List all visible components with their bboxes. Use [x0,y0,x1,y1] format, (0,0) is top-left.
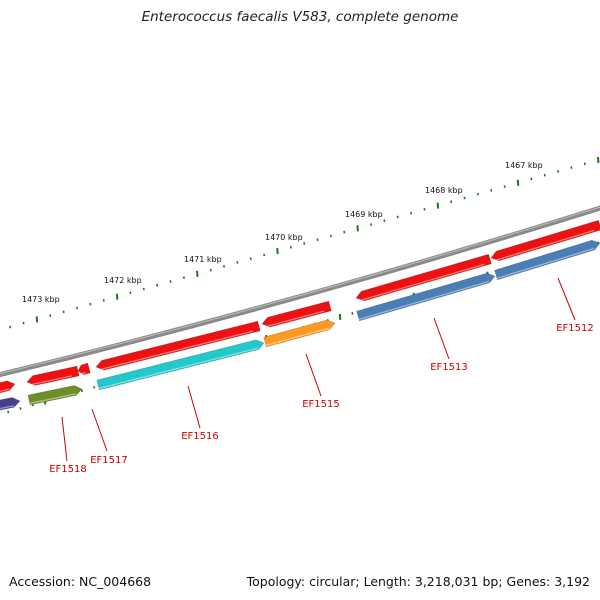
genome-title: Enterococcus faecalis V583, complete gen… [141,9,459,25]
genome-backbone-highlight [0,206,600,375]
gene-label-ef1516[interactable]: EF1516 [181,431,219,442]
gene-arrow-body [494,239,600,281]
ruler-label: 1469 kbp [345,210,383,219]
ruler-label: 1473 kbp [22,295,60,304]
gene-label-ef1513[interactable]: EF1513 [430,362,468,373]
gene-leader-line [187,385,201,429]
gene-arrow-highlight [491,229,595,262]
ruler-label: 1470 kbp [265,233,303,242]
gene-arrow-highlight [78,371,86,376]
gene-arrow-body [77,362,91,375]
cds-arrow-1[interactable] [0,380,16,394]
gene-arrow-ef1516[interactable] [96,339,265,391]
gene-label-ef1512[interactable]: EF1512 [556,323,594,334]
gene-arrow-highlight [356,263,485,302]
ruler-label: 1468 kbp [425,186,463,195]
gene-arrow-highlight [0,388,10,393]
gene-label-ef1517[interactable]: EF1517 [90,455,128,466]
gene-arrow-body [96,339,265,391]
gene-arrow-highlight [29,393,76,405]
gene-arrow-highlight [265,327,330,347]
accession-text: Accession: NC_004668 [9,574,152,589]
gene-arrow-ef1518-neighbor[interactable] [0,397,21,411]
gene-arrow-highlight [0,405,14,410]
cds-arrow-2[interactable] [26,365,80,387]
gene-arrow-body [356,272,496,322]
gene-arrow-body [27,385,83,406]
ruler-label: 1467 kbp [505,161,543,170]
backbone-layer [0,205,600,378]
gene-arrow-body [355,253,492,302]
cds-arrow-5[interactable] [261,300,332,329]
gene-arrow-highlight [262,310,325,329]
gene-arrow-ef1515[interactable] [263,319,336,348]
topology-text: Topology: circular; Length: 3,218,031 bp… [246,574,590,589]
gene-label-ef1518[interactable]: EF1518 [49,464,87,475]
gene-arrow-ef1513[interactable] [356,272,496,322]
cds-arrow-4[interactable] [95,320,261,372]
cds-arrow-3[interactable] [77,362,91,376]
gene-arrow-highlight [358,280,490,320]
gene-arrow-body [0,380,16,394]
gene-label-ef1515[interactable]: EF1515 [302,399,340,410]
gene-layer [0,219,600,411]
gene-leader-line [305,353,322,397]
gene-arrow-ef1518[interactable] [27,385,83,406]
gene-leader-line [61,416,68,462]
ruler-label: 1471 kbp [184,255,222,264]
cds-arrow-6[interactable] [355,253,492,302]
gene-arrow-ef1512[interactable] [494,239,600,281]
genome-backbone [0,205,600,378]
cds-arrow-7[interactable] [490,219,600,262]
gene-leader-line [91,408,108,452]
gene-leader-line [433,317,450,360]
gene-leader-line [557,277,576,321]
gene-arrow-body [263,319,336,348]
gene-arrow-body [261,300,332,328]
gene-arrow-highlight [96,330,254,372]
ruler-label: 1472 kbp [104,276,142,285]
gene-arrow-highlight [496,247,595,279]
gene-arrow-highlight [98,347,259,390]
gene-arrow-body [490,219,600,262]
ruler-layer: 1467 kbp 1468 kbp 1469 kbp 1470 kbp 1471 kbp… [9,156,600,329]
gene-arrow-highlight [27,375,73,387]
gene-arrow-body [0,397,21,411]
gene-arrow-body [95,320,261,371]
